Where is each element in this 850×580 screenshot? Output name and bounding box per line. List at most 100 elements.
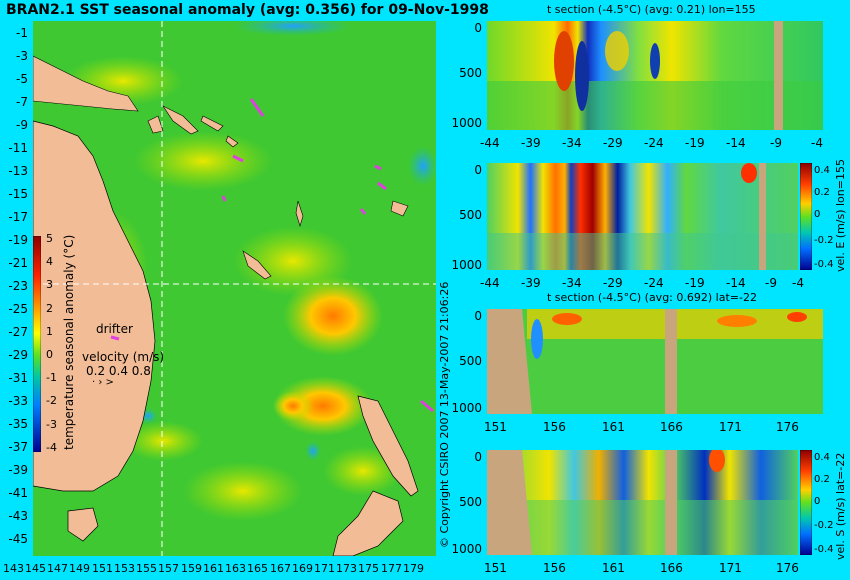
y-tick: 500 xyxy=(459,66,482,80)
cbar-tick: 0.2 xyxy=(814,187,830,198)
cbar-tick: 0.2 xyxy=(814,474,830,485)
section-x-axis: -44 -39 -34 -29 -24 -19 -14 -9 -4 xyxy=(480,136,830,152)
cbar-tick: 5 xyxy=(46,232,53,245)
lon-label: 155 xyxy=(136,562,157,575)
x-tick: -39 xyxy=(521,276,541,290)
section-y-axis: 0 500 1000 xyxy=(440,21,484,133)
lon-label: 151 xyxy=(92,562,113,575)
lon-label: 153 xyxy=(114,562,135,575)
lon-label: 149 xyxy=(69,562,90,575)
velocity-cbar-ticks: 0.4 0.2 0 -0.2 -0.4 xyxy=(814,450,838,560)
lon-label: 175 xyxy=(358,562,379,575)
lat-label: -11 xyxy=(8,141,28,155)
y-tick: 0 xyxy=(474,309,482,323)
x-tick: -44 xyxy=(480,136,500,150)
x-tick: -9 xyxy=(770,136,782,150)
y-tick: 500 xyxy=(459,495,482,509)
lon-label: 177 xyxy=(381,562,402,575)
section-panel[interactable] xyxy=(487,21,823,130)
x-tick: -34 xyxy=(562,136,582,150)
x-tick: 166 xyxy=(660,561,683,575)
lat-label: -3 xyxy=(16,49,28,63)
drifter-label: drifter xyxy=(96,322,133,336)
lat-label: -45 xyxy=(8,532,28,546)
x-tick: -4 xyxy=(811,136,823,150)
y-tick: 1000 xyxy=(451,116,482,130)
x-tick: -9 xyxy=(765,276,777,290)
x-tick: -19 xyxy=(685,136,705,150)
lat-label: -19 xyxy=(8,233,28,247)
lon-label: 169 xyxy=(292,562,313,575)
velocity-cbar-ticks: 0.4 0.2 0 -0.2 -0.4 xyxy=(814,163,838,273)
lon-label: 173 xyxy=(336,562,357,575)
sst-anomaly-map[interactable] xyxy=(33,21,436,556)
x-tick: 176 xyxy=(776,561,799,575)
lat-label: -41 xyxy=(8,486,28,500)
lat-label: -13 xyxy=(8,164,28,178)
map-lon-axis: 143 145 147 149 151 153 155 157 159 161 … xyxy=(0,562,440,578)
lat-label: -27 xyxy=(8,325,28,339)
lat-label: -5 xyxy=(16,72,28,86)
x-tick: 161 xyxy=(602,561,625,575)
y-tick: 500 xyxy=(459,208,482,222)
cbar-tick: 0 xyxy=(814,496,821,507)
lat-label: -9 xyxy=(16,118,28,132)
cbar-tick: -0.4 xyxy=(814,259,834,270)
y-tick: 0 xyxy=(474,450,482,464)
y-tick: 1000 xyxy=(451,401,482,415)
lat-label: -31 xyxy=(8,371,28,385)
velocity-colorbar xyxy=(800,450,812,555)
lat-label: -23 xyxy=(8,279,28,293)
velocity-arrows: · › > xyxy=(92,377,114,388)
lat-label: -35 xyxy=(8,417,28,431)
lat-label: -25 xyxy=(8,302,28,316)
x-tick: 151 xyxy=(484,420,507,434)
lat-label: -37 xyxy=(8,440,28,454)
cbar-tick: -0.4 xyxy=(814,544,834,555)
cbar-tick: 3 xyxy=(46,278,53,291)
colorbar-label: temperature seasonal anomaly (°C) xyxy=(62,234,76,450)
velocity-cbar-label: vel. E (m/s) lon=155 xyxy=(834,159,847,272)
lon-label: 147 xyxy=(47,562,68,575)
x-tick: 156 xyxy=(543,420,566,434)
velocity-title: velocity (m/s) xyxy=(82,350,165,364)
cbar-tick: 0 xyxy=(46,348,53,361)
x-tick: -39 xyxy=(521,136,541,150)
x-tick: 171 xyxy=(719,561,742,575)
section-title: t section (-4.5°C) (avg: 0.692) lat=-22 xyxy=(547,291,757,304)
cbar-tick: 1 xyxy=(46,325,53,338)
lat-label: -33 xyxy=(8,394,28,408)
x-tick: -29 xyxy=(603,136,623,150)
lon-label: 163 xyxy=(225,562,246,575)
lon-label: 167 xyxy=(270,562,291,575)
velocity-panel[interactable] xyxy=(487,450,798,555)
x-tick: 156 xyxy=(543,561,566,575)
map-lat-axis: -1 -3 -5 -7 -9 -11 -13 -15 -17 -19 -21 -… xyxy=(0,21,32,556)
cbar-tick: 0 xyxy=(814,209,821,220)
x-tick: 176 xyxy=(776,420,799,434)
lat-label: -43 xyxy=(8,509,28,523)
x-tick: -34 xyxy=(562,276,582,290)
x-tick: -14 xyxy=(726,136,746,150)
section-x-axis: 151 156 161 166 171 176 xyxy=(480,561,810,577)
velocity-panel[interactable] xyxy=(487,163,798,270)
section-panel[interactable] xyxy=(487,309,823,414)
lon-label: 179 xyxy=(403,562,424,575)
lon-label: 157 xyxy=(158,562,179,575)
cbar-tick: -2 xyxy=(46,394,57,407)
lat-label: -39 xyxy=(8,463,28,477)
x-tick: -14 xyxy=(726,276,746,290)
cbar-tick: 4 xyxy=(46,255,53,268)
section-y-axis: 0 500 1000 xyxy=(440,163,484,275)
section-y-axis: 0 500 1000 xyxy=(440,309,484,419)
x-tick: -24 xyxy=(644,276,664,290)
lat-label: -21 xyxy=(8,256,28,270)
velocity-colorbar xyxy=(800,163,812,270)
lon-label: 161 xyxy=(203,562,224,575)
x-tick: 171 xyxy=(719,420,742,434)
cbar-tick: 0.4 xyxy=(814,452,830,463)
x-tick: -29 xyxy=(603,276,623,290)
x-tick: 151 xyxy=(484,561,507,575)
lon-label: 171 xyxy=(314,562,335,575)
cbar-tick: -4 xyxy=(46,441,57,454)
